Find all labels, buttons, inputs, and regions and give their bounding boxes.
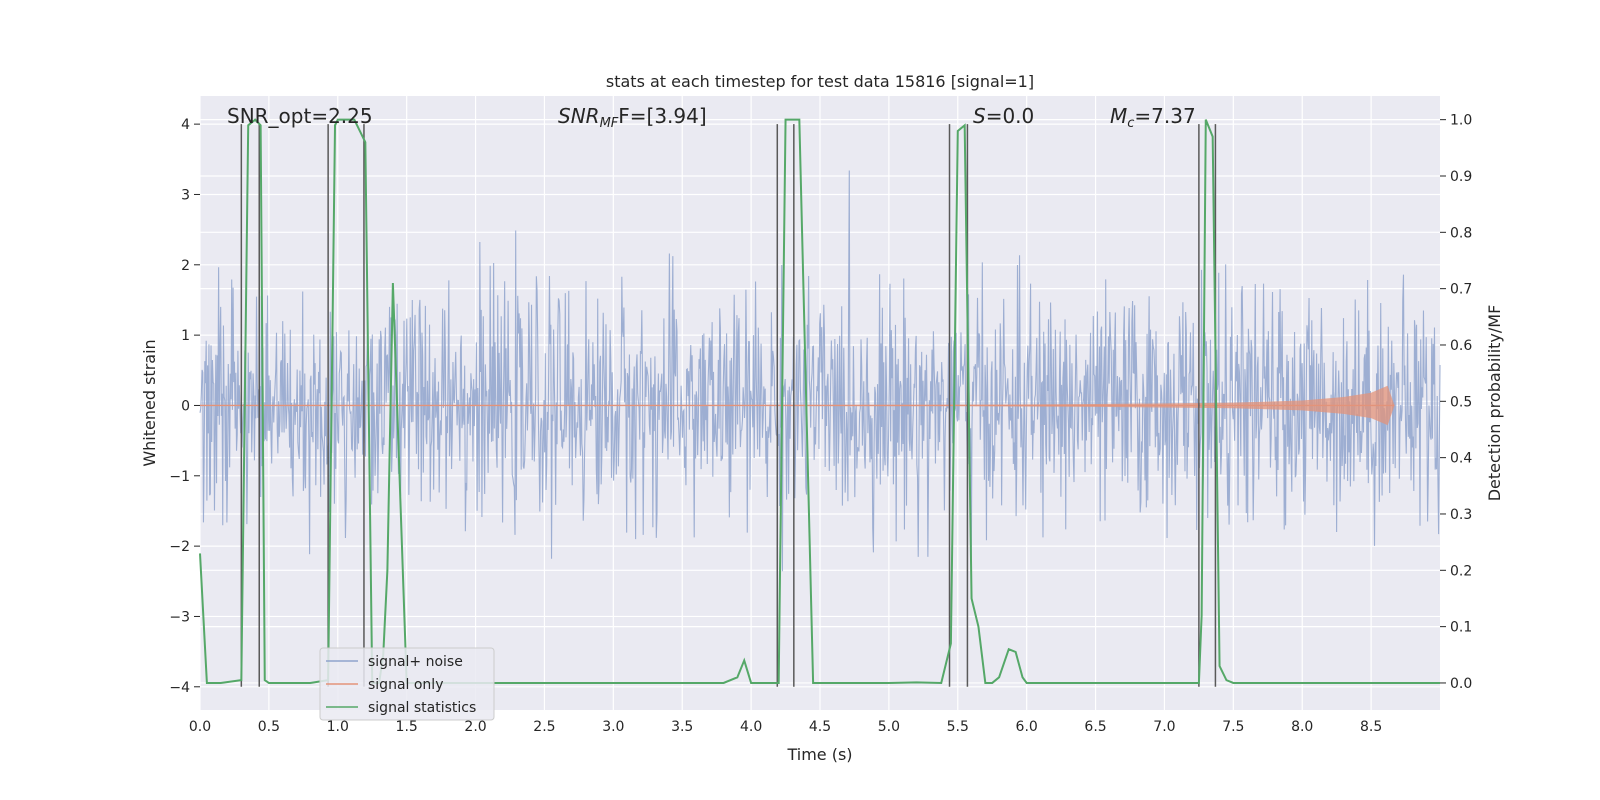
x-tick-label: 3.5 [671,719,693,735]
chart-title: stats at each timestep for test data 158… [606,72,1034,91]
x-tick-label: 1.0 [327,719,349,735]
annotation-s: S=0.0 [973,104,1034,128]
annotation-mc-main: M [1110,104,1127,128]
y-right-tick-label: 0.7 [1450,282,1472,298]
y-left-tick-label: 2 [181,258,190,274]
x-tick-label: 5.0 [878,719,900,735]
annotation-snr-mf: SNRMFF=[3.94] [558,104,707,131]
y-right-tick-label: 0.9 [1450,169,1472,185]
y-left-tick-label: 1 [181,328,190,344]
y-right-tick-label: 0.1 [1450,620,1472,636]
x-tick-label: 1.5 [396,719,418,735]
x-tick-label: 7.0 [1153,719,1175,735]
y-right-tick-label: 0.2 [1450,563,1472,579]
x-tick-label: 7.5 [1222,719,1244,735]
x-tick-label: 6.5 [1084,719,1106,735]
legend-label-signal-only: signal only [368,677,443,693]
annotation-snr-mf-main: SNR [558,104,600,128]
x-tick-label: 5.5 [947,719,969,735]
x-tick-label: 8.0 [1291,719,1313,735]
x-tick-label: 3.0 [602,719,624,735]
annotation-snr-mf-sub: MF [600,116,619,131]
y-right-tick-label: 0.3 [1450,507,1472,523]
y-right-tick-label: 0.8 [1450,225,1472,241]
x-axis-label: Time (s) [786,745,852,764]
x-tick-label: 0.5 [258,719,280,735]
annotation-snr-mf-value: F=[3.94] [618,104,706,128]
legend-label-signal-noise: signal+ noise [368,654,463,670]
y-left-tick-label: 4 [181,117,190,133]
legend-label-signal-statistics: signal statistics [368,700,476,716]
y-axis-right-label: Detection probability/MF [1485,305,1504,502]
x-tick-label: 8.5 [1360,719,1382,735]
annotation-mc-value: =7.37 [1134,104,1195,128]
legend: signal+ noise signal only signal statist… [320,648,494,720]
x-tick-label: 6.0 [1016,719,1038,735]
y-left-tick-label: 0 [181,398,190,414]
x-tick-label: 2.0 [464,719,486,735]
y-left-tick-label: −4 [169,680,190,696]
y-right-tick-label: 0.5 [1450,394,1472,410]
y-right-tick-label: 0.0 [1450,676,1472,692]
y-axis-left-ticks: −4 −3 −2 −1 0 1 2 3 4 [169,117,200,696]
x-tick-label: 2.5 [533,719,555,735]
annotation-s-value: =0.0 [986,104,1035,128]
x-tick-label: 4.0 [740,719,762,735]
y-axis-left-label: Whitened strain [140,339,159,466]
annotation-mc: Mc=7.37 [1110,104,1196,131]
annotation-s-main: S [973,104,986,128]
y-left-tick-label: −2 [169,539,190,555]
annotation-snr-opt: SNR_opt=2.25 [227,104,373,128]
y-right-tick-label: 0.6 [1450,338,1472,354]
y-left-tick-label: 3 [181,187,190,203]
y-left-tick-label: −3 [169,609,190,625]
y-right-tick-label: 0.4 [1450,451,1472,467]
x-axis-ticks: 0.0 0.5 1.0 1.5 2.0 2.5 3.0 3.5 4.0 4.5 5.0 5.5 6.0 6… [189,719,1382,735]
y-axis-right-ticks: 0.0 0.1 0.2 0.3 0.4 0.5 0.6 0.7 0.8 0.9 1.0 [1440,113,1472,692]
annotation-mc-sub: c [1127,116,1134,131]
x-tick-label: 4.5 [809,719,831,735]
y-right-tick-label: 1.0 [1450,113,1472,129]
x-tick-label: 0.0 [189,719,211,735]
y-left-tick-label: −1 [169,469,190,485]
